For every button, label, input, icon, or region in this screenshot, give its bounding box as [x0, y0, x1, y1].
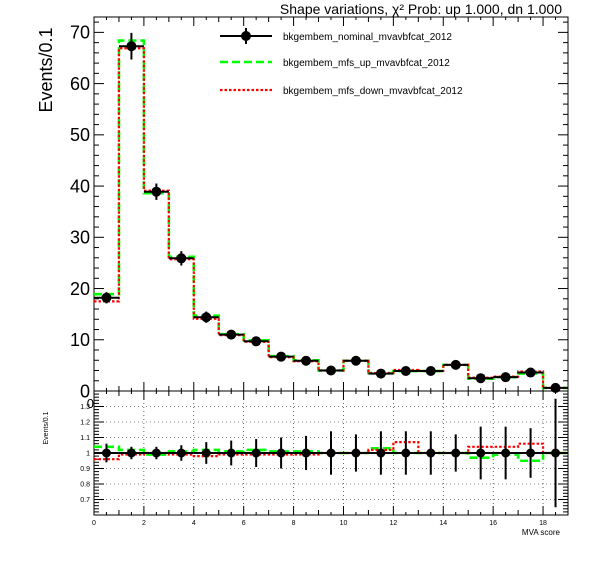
data-point	[501, 448, 511, 458]
x-tick-label: 16	[489, 520, 497, 527]
data-point	[376, 448, 386, 458]
ratio-plot: 0.70.80.911.11.21.30 2 4 6 8 10 12 14 16 18	[80, 390, 569, 527]
x-tick-label: 14	[439, 520, 447, 527]
data-point	[126, 41, 137, 52]
legend-label: bkgembem_mfs_down_mvavbfcat_2012	[283, 86, 463, 97]
data-point	[276, 448, 286, 458]
data-point	[525, 367, 536, 378]
y-axis-label: Events/0.1	[36, 27, 56, 112]
y-tick-label: 10	[70, 330, 90, 350]
x-tick-label: 2	[142, 520, 146, 527]
data-point	[551, 448, 561, 458]
data-point	[251, 336, 262, 347]
data-point	[201, 312, 212, 323]
data-point	[400, 366, 411, 377]
legend-label: bkgembem_mfs_up_mvavbfcat_2012	[283, 58, 450, 69]
legend-label: bkgembem_nominal_mvavbfcat_2012	[283, 32, 452, 43]
y-tick-label: 0	[80, 381, 90, 401]
y-tick-label: 1.3	[80, 404, 90, 411]
y-tick-label: 0.8	[80, 481, 90, 488]
y-tick-label: 0.7	[80, 497, 90, 504]
data-point	[176, 448, 186, 458]
data-point	[101, 448, 111, 458]
legend-marker-nominal	[241, 31, 251, 41]
data-point	[151, 448, 161, 458]
y-tick-label: 1.1	[80, 435, 90, 442]
data-point	[176, 253, 187, 264]
data-point	[426, 448, 436, 458]
x-tick-label: 4	[192, 520, 196, 527]
data-point	[450, 359, 461, 370]
x-tick-label: 8	[292, 520, 296, 527]
y-tick-label: 40	[70, 176, 90, 196]
main-plot: 0 10 20 30 40 50 60 70	[70, 16, 569, 401]
chart-title: Shape variations, χ² Prob: up 1.000, dn …	[280, 1, 562, 17]
data-point	[550, 382, 561, 393]
x-tick-label: 10	[340, 520, 348, 527]
data-point	[476, 448, 486, 458]
x-tick-label: 0	[92, 520, 96, 527]
y-tick-label: 0.9	[80, 466, 90, 473]
y-tick-label: 20	[70, 279, 90, 299]
data-point	[126, 448, 136, 458]
data-point	[301, 448, 311, 458]
data-point	[475, 373, 486, 384]
clipped-y-tick-label: 0	[87, 396, 94, 411]
data-point	[451, 448, 461, 458]
y-tick-label: 1.2	[80, 419, 90, 426]
y-tick-label: 1	[86, 450, 90, 457]
data-point	[101, 292, 112, 303]
y-tick-label: 70	[70, 23, 90, 43]
legend: bkgembem_nominal_mvavbfcat_2012 bkgembem_…	[220, 28, 463, 97]
data-point	[251, 448, 261, 458]
data-point	[226, 329, 237, 340]
data-point	[350, 355, 361, 366]
x-tick-label: 18	[539, 520, 547, 527]
data-point	[375, 368, 386, 379]
x-tick-label: 12	[389, 520, 397, 527]
x-tick-label: 6	[242, 520, 246, 527]
data-point	[226, 448, 236, 458]
data-point	[201, 448, 211, 458]
data-point	[526, 448, 536, 458]
x-axis-label: MVA score	[522, 528, 561, 537]
y-tick-label: 60	[70, 74, 90, 94]
data-point	[500, 372, 511, 383]
data-point	[276, 351, 287, 362]
data-point	[301, 355, 312, 366]
data-point	[351, 448, 361, 458]
data-point	[401, 448, 411, 458]
data-point	[151, 186, 162, 197]
data-point	[326, 448, 336, 458]
data-point	[326, 365, 336, 376]
y-tick-label: 50	[70, 125, 90, 145]
data-point	[425, 366, 436, 377]
ratio-y-axis-label: Events/0.1	[43, 411, 50, 444]
y-tick-label: 30	[70, 228, 90, 248]
